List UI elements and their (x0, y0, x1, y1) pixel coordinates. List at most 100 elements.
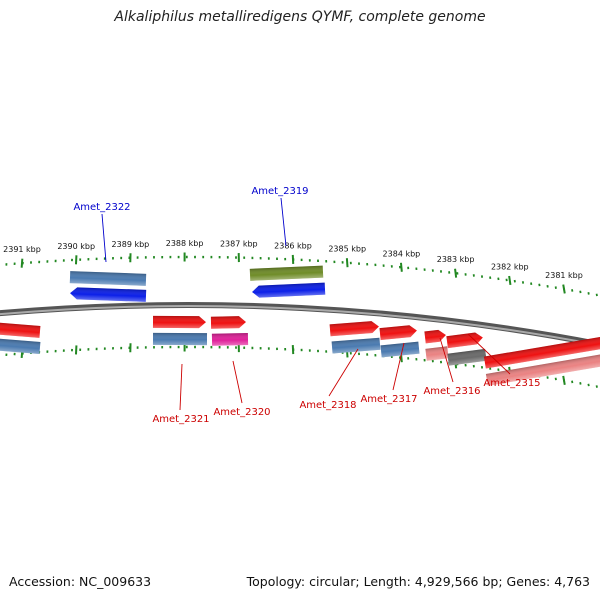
backbone-layer (0, 302, 600, 348)
gene-label-leader (232, 360, 243, 404)
scale-dot-outer (325, 260, 328, 263)
scale-dot-inner (5, 353, 8, 357)
gene-label: Amet_2316 (423, 386, 480, 397)
scale-major-tick (237, 253, 240, 263)
scale-dot-inner (153, 346, 155, 349)
scale-dot-outer (112, 257, 114, 260)
scale-dot-outer (595, 293, 598, 297)
gene-label-leader (392, 342, 405, 391)
accession-text: Accession: NC_009633 (9, 574, 152, 589)
gene-label-leader (439, 337, 454, 383)
scale-major-tick (291, 254, 295, 265)
scale-dot-inner (317, 349, 319, 353)
gene-Amet_2317-red-shade (379, 325, 417, 341)
gene-steel (0, 337, 41, 355)
gene-olive-shade (249, 265, 324, 281)
scale-dot-inner (251, 346, 254, 350)
scale-dot-outer (333, 260, 336, 264)
gene-Amet_2317 (380, 341, 420, 358)
scale-dot-outer (382, 264, 385, 267)
gene-Amet_2317-red (379, 325, 417, 341)
scale-dot-inner (374, 353, 377, 357)
scale-dot-outer (308, 259, 311, 262)
scale-dot-outer (374, 263, 377, 267)
scale-major-tick (508, 275, 512, 286)
scale-dot-inner (103, 347, 106, 350)
scale-dot-outer (46, 260, 49, 263)
gene-olive (249, 265, 324, 281)
scale-major-tick (183, 252, 186, 262)
scale-dot-inner (243, 346, 246, 349)
scale-dot-inner (358, 352, 360, 356)
scale-dot-inner (62, 349, 65, 352)
gene-red-shade (424, 329, 446, 344)
scale-dot-outer (185, 255, 188, 259)
scale-dot-inner (284, 347, 287, 351)
scale-dot-outer (366, 262, 369, 266)
scale-dot-outer (358, 262, 360, 265)
gene-Amet_2319-shade (252, 282, 326, 298)
scale-major-tick (291, 345, 295, 355)
scale-major-tick (562, 375, 566, 386)
scale-layer: 2391 kbp 2390 kbp 2389 kbp 2388 kbp 2387 kbp… (3, 239, 598, 388)
gene-Amet_2322 (70, 287, 147, 302)
scale-dot-inner (407, 357, 410, 360)
gene-steel-shade (0, 337, 41, 355)
scale-dot-inner (218, 346, 221, 349)
scale-dot-outer (153, 256, 155, 259)
scale-dot-inner (571, 380, 574, 384)
scale-dot-inner (464, 363, 467, 367)
gene-Amet_2321 (152, 332, 208, 346)
scale-dot-inner (169, 345, 172, 349)
scale-dot-outer (415, 267, 418, 271)
gene-red-shade (446, 332, 483, 349)
scale-dot-outer (120, 256, 123, 260)
scale-dot-outer (489, 276, 492, 279)
scale-dot-outer (546, 284, 549, 288)
scale-dot-inner (95, 347, 98, 351)
scale-dot-inner (177, 345, 180, 349)
scale-dot-outer (251, 256, 254, 260)
scale-dot-inner (235, 346, 237, 349)
scale-dot-outer (587, 292, 590, 295)
gene-Amet_2318-red-shade (329, 321, 379, 337)
scale-dot-outer (177, 255, 180, 259)
scale-dot-outer (448, 271, 451, 274)
scale-dot-inner (480, 366, 484, 369)
figure-title: Alkaliphilus metalliredigens QYMF, compl… (114, 9, 486, 25)
gene-Amet_2321-red-shade (152, 315, 206, 329)
scale-dot-outer (530, 282, 533, 285)
scale-major-tick (129, 253, 132, 263)
scale-dot-inner (546, 376, 549, 379)
scale-major-tick (129, 343, 132, 353)
gene-label-leader (280, 197, 287, 247)
scale-dot-outer (521, 281, 525, 284)
scale-tick-label: 2388 kbp (166, 239, 204, 248)
scale-dot-inner (423, 358, 426, 362)
gene-Amet_2315-red-shade (483, 336, 600, 369)
topology-text: Topology: circular; Length: 4,929,566 bp… (246, 574, 590, 589)
scale-dot-inner (497, 368, 500, 372)
scale-tick-label: 2384 kbp (383, 249, 421, 258)
gene-label-layer: Amet_2322 Amet_2319 Amet_2321 Amet_2320 Amet… (73, 186, 540, 425)
scale-tick-label: 2381 kbp (545, 271, 583, 280)
gene-label: Amet_2315 (483, 378, 540, 389)
scale-major-tick (399, 262, 403, 272)
scale-dot-outer (62, 259, 65, 262)
scale-dot-outer (472, 274, 475, 277)
scale-dot-inner (226, 346, 229, 349)
scale-dot-inner (595, 385, 598, 388)
gene-Amet_2320 (211, 333, 249, 346)
scale-dot-inner (71, 348, 73, 352)
genome-backbone (0, 302, 600, 348)
scale-dot-outer (169, 255, 172, 259)
gene-label: Amet_2322 (73, 202, 130, 213)
scale-dot-inner (415, 357, 418, 361)
gene-label: Amet_2320 (213, 407, 270, 418)
gene-label: Amet_2318 (299, 400, 356, 411)
scale-tick-label: 2387 kbp (220, 240, 258, 249)
gene-label: Amet_2319 (251, 186, 308, 197)
scale-dot-inner (489, 367, 492, 370)
gene-red (210, 316, 246, 329)
scale-major-tick (74, 255, 78, 265)
